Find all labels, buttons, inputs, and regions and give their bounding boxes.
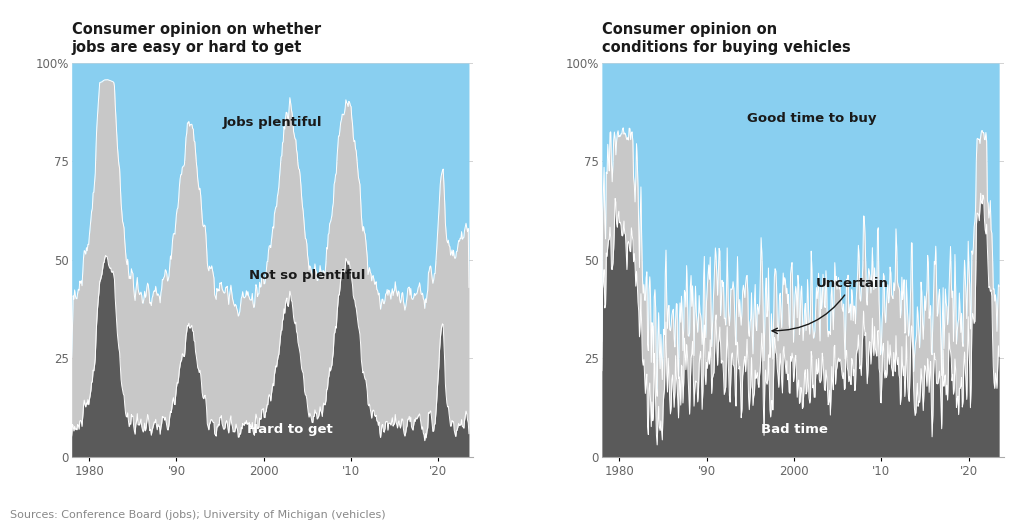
Text: Good time to buy: Good time to buy [746,112,877,124]
Text: Not so plentiful: Not so plentiful [249,269,366,282]
Text: Hard to get: Hard to get [247,423,333,436]
Text: Consumer opinion on whether
jobs are easy or hard to get: Consumer opinion on whether jobs are eas… [72,23,321,55]
Text: Sources: Conference Board (jobs); University of Michigan (vehicles): Sources: Conference Board (jobs); Univer… [10,510,386,520]
Text: Uncertain: Uncertain [772,277,889,333]
Text: Consumer opinion on
conditions for buying vehicles: Consumer opinion on conditions for buyin… [602,23,851,55]
Text: Jobs plentiful: Jobs plentiful [223,116,323,129]
Text: Bad time: Bad time [761,423,827,436]
